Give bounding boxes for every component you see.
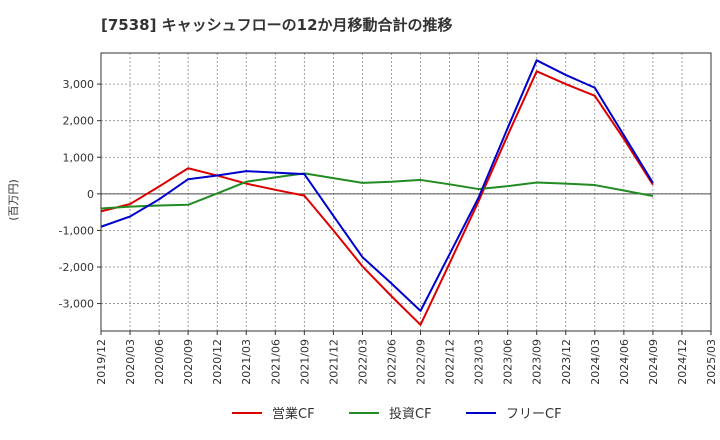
x-tick-label: 2020/12	[211, 339, 224, 385]
x-axis: 2019/12 2020/03 2020/06 2020/09 2020/12 2021/…	[95, 331, 718, 385]
y-tick-label: 0	[87, 188, 94, 201]
legend-label: 営業CF	[272, 406, 315, 422]
y-tick-label: -2,000	[59, 261, 94, 274]
x-tick-label: 2021/09	[298, 339, 311, 385]
y-tick-label: 2,000	[63, 115, 95, 128]
y-tick-label: -3,000	[59, 298, 94, 311]
chart-title: [7538] キャッシュフローの12か月移動合計の推移	[101, 16, 453, 34]
series-line-営業CF	[100, 70, 654, 326]
legend: 営業CF 投資CF フリーCF	[232, 406, 562, 422]
plot-frame	[100, 52, 712, 332]
x-tick-label: 2021/12	[327, 339, 340, 385]
legend-label: フリーCF	[506, 407, 562, 422]
x-tick-label: 2025/03	[705, 339, 718, 385]
x-tick-label: 2021/06	[269, 339, 282, 385]
x-tick-label: 2022/03	[356, 339, 369, 385]
y-tick-label: -1,000	[59, 224, 94, 237]
series-line-フリーCF	[100, 59, 654, 312]
y-tick-label: 3,000	[63, 78, 95, 91]
x-tick-label: 2020/09	[182, 339, 195, 385]
x-tick-label: 2019/12	[95, 339, 108, 385]
grid-lines	[101, 53, 711, 331]
x-tick-label: 2021/03	[240, 339, 253, 385]
x-tick-label: 2020/06	[153, 339, 166, 385]
x-tick-label: 2023/03	[473, 339, 486, 385]
y-axis: -3,000 -2,000 -1,000 0 1,000 2,000 3,000	[59, 78, 101, 311]
x-tick-label: 2024/03	[589, 339, 602, 385]
x-tick-label: 2022/06	[385, 339, 398, 385]
series-line-投資CF	[100, 172, 654, 210]
y-tick-label: 1,000	[63, 151, 95, 164]
plot-area	[101, 53, 711, 331]
legend-label: 投資CF	[389, 406, 432, 422]
x-tick-label: 2023/06	[502, 339, 515, 385]
x-tick-label: 2022/09	[415, 339, 428, 385]
x-tick-label: 2022/12	[444, 339, 457, 385]
x-tick-label: 2020/03	[124, 339, 137, 385]
x-tick-label: 2024/06	[618, 339, 631, 385]
series-lines	[100, 59, 654, 326]
x-tick-label: 2024/09	[647, 339, 660, 385]
x-tick-label: 2023/09	[531, 339, 544, 385]
x-tick-label: 2023/12	[560, 339, 573, 385]
x-tick-label: 2024/12	[676, 339, 689, 385]
y-axis-label: (百万円)	[7, 179, 20, 221]
